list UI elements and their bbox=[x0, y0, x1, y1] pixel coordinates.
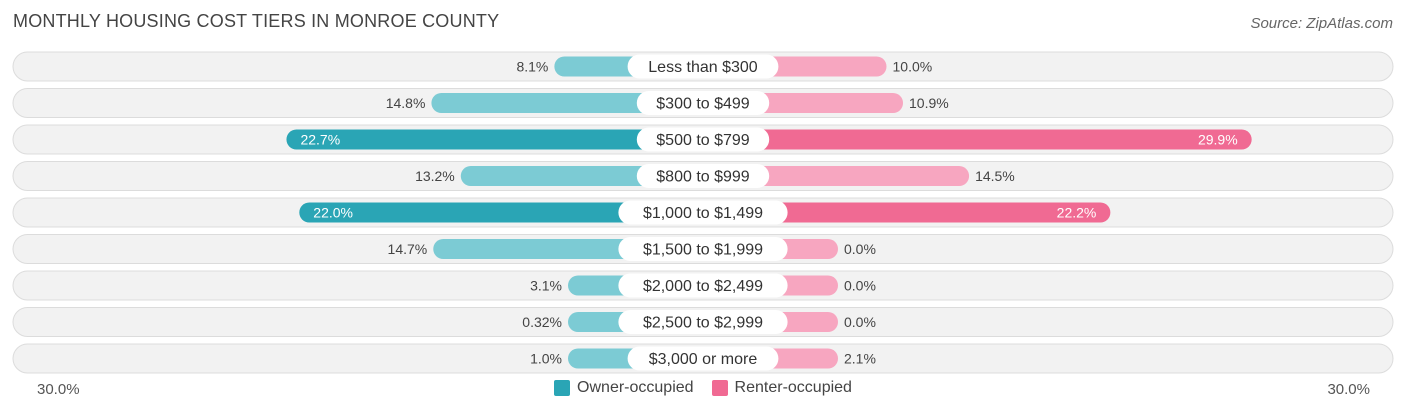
legend-renter-label: Renter-occupied bbox=[734, 379, 852, 396]
owner-value-label: 14.7% bbox=[388, 241, 428, 257]
category-label: $2,500 to $2,999 bbox=[643, 315, 763, 332]
renter-value-label: 0.0% bbox=[844, 278, 876, 294]
chart-area: Less than $300 8.1% 10.0% $300 to $499 14.8%… bbox=[12, 51, 1394, 374]
owner-value-label: 22.0% bbox=[313, 205, 353, 221]
category-pill bbox=[618, 273, 788, 298]
category-pill bbox=[627, 54, 779, 79]
category-pill bbox=[618, 310, 788, 334]
owner-value-label: 3.1% bbox=[530, 278, 562, 294]
owner-bar bbox=[299, 202, 703, 223]
owner-value-label: 22.7% bbox=[300, 132, 340, 148]
owner-value-label: 14.8% bbox=[386, 95, 426, 111]
renter-value-label: 0.0% bbox=[844, 314, 876, 330]
legend-owner: Owner-occupied bbox=[554, 379, 694, 397]
category-label: $3,000 or more bbox=[649, 351, 758, 368]
category-label: Less than $300 bbox=[648, 59, 758, 76]
axis-right-label: 30.0% bbox=[1327, 381, 1370, 398]
category-label: $300 to $499 bbox=[656, 96, 750, 113]
category-label: $800 to $999 bbox=[656, 169, 750, 186]
owner-bar bbox=[431, 93, 703, 113]
chart-title: MONTHLY HOUSING COST TIERS IN MONROE COU… bbox=[13, 11, 500, 31]
axis-left-label: 30.0% bbox=[37, 381, 80, 398]
category-pill bbox=[627, 346, 779, 371]
category-pill bbox=[618, 200, 788, 225]
owner-value-label: 13.2% bbox=[415, 168, 455, 184]
owner-value-label: 0.32% bbox=[522, 314, 562, 330]
legend-renter: Renter-occupied bbox=[711, 379, 852, 397]
owner-bar bbox=[286, 129, 703, 150]
legend-renter-swatch bbox=[711, 380, 728, 396]
owner-value-label: 1.0% bbox=[530, 351, 562, 367]
renter-value-label: 10.0% bbox=[893, 59, 933, 75]
renter-bar bbox=[703, 202, 1111, 223]
category-label: $1,500 to $1,999 bbox=[643, 242, 763, 259]
category-pill bbox=[636, 91, 770, 115]
renter-value-label: 14.5% bbox=[975, 168, 1015, 184]
renter-value-label: 10.9% bbox=[909, 95, 949, 111]
renter-value-label: 2.1% bbox=[844, 351, 876, 367]
renter-bar bbox=[703, 129, 1252, 150]
category-pill bbox=[618, 237, 788, 261]
legend-owner-swatch bbox=[554, 380, 571, 396]
renter-value-label: 22.2% bbox=[1057, 205, 1097, 221]
legend-owner-label: Owner-occupied bbox=[577, 379, 694, 396]
legend: Owner-occupied Renter-occupied bbox=[0, 379, 1406, 397]
source-label: Source: ZipAtlas.com bbox=[1250, 15, 1393, 32]
renter-value-label: 0.0% bbox=[844, 241, 876, 257]
category-label: $1,000 to $1,499 bbox=[643, 205, 763, 222]
renter-value-label: 29.9% bbox=[1198, 132, 1238, 148]
category-pill bbox=[636, 127, 770, 152]
renter-bar bbox=[703, 166, 970, 186]
category-label: $2,000 to $2,499 bbox=[643, 278, 763, 295]
category-pill bbox=[636, 164, 770, 188]
category-label: $500 to $799 bbox=[656, 132, 750, 149]
owner-value-label: 8.1% bbox=[516, 59, 548, 75]
